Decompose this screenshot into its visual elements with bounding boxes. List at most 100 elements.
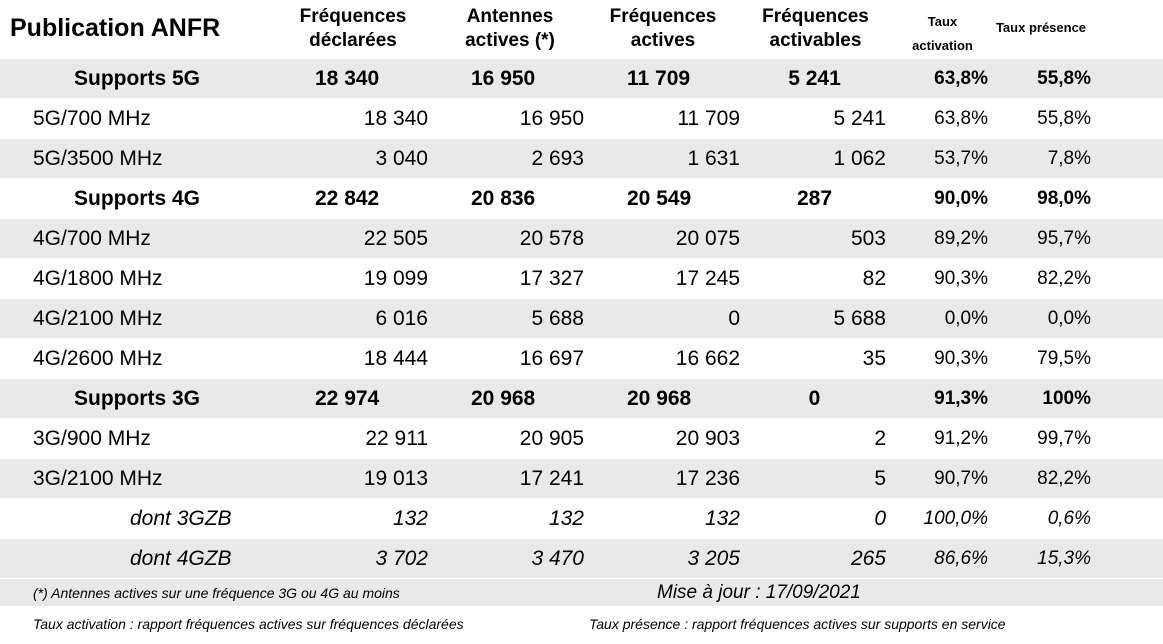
cell-antennes-actives: 2 693 xyxy=(531,147,584,170)
cell-taux-activation: 86,6% xyxy=(934,548,988,569)
cell-taux-activation: 90,3% xyxy=(934,268,988,289)
row-label: 3G/900 MHz xyxy=(33,427,151,450)
table-row: 3G/900 MHz 22 911 20 905 20 903 2 91,2% 99,7% xyxy=(0,418,1163,458)
definition-taux-activation: Taux activation : rapport fréquences act… xyxy=(33,616,464,632)
cell-frequences-activables: 0 xyxy=(874,507,886,530)
dont-row: dont 4GZB 3 702 3 470 3 205 265 86,6% 15,3% xyxy=(0,538,1163,578)
row-label: dont 3GZB xyxy=(130,507,232,530)
cell-taux-presence: 99,7% xyxy=(1037,428,1091,449)
table-row: 4G/700 MHz 22 505 20 578 20 075 503 89,2% 95,7… xyxy=(0,218,1163,258)
cell-frequences-declarees: 19 013 xyxy=(363,467,428,490)
cell-taux-presence: 100% xyxy=(1042,388,1091,409)
cell-antennes-actives: 20 905 xyxy=(519,427,584,450)
cell-frequences-actives: 1 631 xyxy=(687,147,740,170)
row-label: Supports 3G xyxy=(73,387,200,410)
cell-taux-activation: 91,3% xyxy=(934,388,988,409)
page-title: Publication ANFR xyxy=(10,14,221,42)
cell-antennes-actives: 16 950 xyxy=(471,67,536,90)
cell-taux-activation: 100,0% xyxy=(923,508,988,529)
row-label: Supports 4G xyxy=(73,187,200,210)
cell-taux-presence: 98,0% xyxy=(1037,188,1091,209)
cell-antennes-actives: 20 836 xyxy=(471,187,536,210)
header-frequences-actives: Fréquences actives xyxy=(593,5,733,53)
cell-frequences-declarees: 3 702 xyxy=(375,547,428,570)
cell-taux-presence: 82,2% xyxy=(1037,268,1091,289)
cell-taux-presence: 15,3% xyxy=(1037,548,1091,569)
row-label: dont 4GZB xyxy=(130,547,232,570)
support-row: Supports 4G 22 842 20 836 20 549 287 90,0% 98,… xyxy=(0,178,1163,218)
header-line: actives xyxy=(630,30,696,51)
header-line: déclarées xyxy=(309,30,397,51)
cell-antennes-actives: 16 697 xyxy=(519,347,584,370)
cell-frequences-declarees: 18 340 xyxy=(363,107,428,130)
cell-frequences-declarees: 22 974 xyxy=(315,387,380,410)
header-line: Fréquences xyxy=(609,6,717,27)
cell-antennes-actives: 132 xyxy=(548,507,584,530)
header-line: activation xyxy=(912,38,973,53)
cell-taux-activation: 90,0% xyxy=(934,188,988,209)
footer-notes: (*) Antennes actives sur une fréquence 3… xyxy=(0,578,1163,606)
cell-frequences-declarees: 19 099 xyxy=(363,267,428,290)
dont-row: dont 3GZB 132 132 132 0 100,0% 0,6% xyxy=(0,498,1163,538)
table-row: 4G/2100 MHz 6 016 5 688 0 5 688 0,0% 0,0% xyxy=(0,298,1163,338)
cell-taux-presence: 55,8% xyxy=(1037,108,1091,129)
cell-frequences-activables: 5 241 xyxy=(788,67,841,90)
cell-frequences-actives: 17 236 xyxy=(675,467,740,490)
cell-frequences-actives: 11 709 xyxy=(627,67,691,90)
row-label: 5G/700 MHz xyxy=(33,107,151,130)
cell-frequences-declarees: 22 505 xyxy=(363,227,428,250)
cell-taux-presence: 79,5% xyxy=(1037,348,1091,369)
header-line: Fréquences xyxy=(762,6,869,27)
header-frequences-activables: Fréquences activables xyxy=(743,5,888,53)
footer-definitions: Taux activation : rapport fréquences act… xyxy=(0,606,1163,644)
cell-frequences-activables: 35 xyxy=(862,347,886,370)
header-line: Antennes xyxy=(466,6,554,27)
update-date: Mise à jour : 17/09/2021 xyxy=(657,582,861,603)
cell-frequences-activables: 5 241 xyxy=(833,107,886,130)
table-row: 4G/2600 MHz 18 444 16 697 16 662 35 90,3% 79,5… xyxy=(0,338,1163,378)
cell-antennes-actives: 5 688 xyxy=(531,307,584,330)
cell-frequences-actives: 20 903 xyxy=(675,427,740,450)
header-line: actives (*) xyxy=(465,30,555,51)
table-row: 4G/1800 MHz 19 099 17 327 17 245 82 90,3% 82,2… xyxy=(0,258,1163,298)
cell-frequences-actives: 20 549 xyxy=(627,187,692,210)
cell-taux-activation: 90,7% xyxy=(934,468,988,489)
cell-frequences-declarees: 18 444 xyxy=(363,347,428,370)
header-taux-activation: Taux activation xyxy=(895,10,990,58)
row-label: 3G/2100 MHz xyxy=(33,467,163,490)
cell-antennes-actives: 20 578 xyxy=(519,227,584,250)
cell-antennes-actives: 20 968 xyxy=(471,387,536,410)
cell-taux-presence: 0,0% xyxy=(1047,308,1091,329)
footnote-antennes: (*) Antennes actives sur une fréquence 3… xyxy=(33,585,400,601)
cell-frequences-activables: 1 062 xyxy=(833,147,886,170)
cell-frequences-activables: 265 xyxy=(850,547,886,570)
row-label: Supports 5G xyxy=(73,67,200,90)
header-line: Fréquences xyxy=(299,6,407,27)
cell-frequences-actives: 3 205 xyxy=(687,547,740,570)
cell-antennes-actives: 17 241 xyxy=(519,467,584,490)
header-line: activables xyxy=(769,30,862,51)
cell-taux-activation: 90,3% xyxy=(934,348,988,369)
cell-frequences-actives: 11 709 xyxy=(677,107,740,130)
cell-frequences-actives: 132 xyxy=(704,507,740,530)
header-taux-presence: Taux présence xyxy=(995,20,1087,35)
row-label: 4G/700 MHz xyxy=(33,227,151,250)
table-row: 3G/2100 MHz 19 013 17 241 17 236 5 90,7% 82,2% xyxy=(0,458,1163,498)
cell-taux-activation: 53,7% xyxy=(934,148,988,169)
cell-antennes-actives: 17 327 xyxy=(519,267,584,290)
cell-frequences-activables: 503 xyxy=(850,227,886,250)
cell-frequences-actives: 16 662 xyxy=(675,347,740,370)
cell-frequences-activables: 2 xyxy=(874,427,886,450)
cell-taux-activation: 63,8% xyxy=(934,68,988,89)
cell-frequences-actives: 0 xyxy=(728,307,740,330)
cell-frequences-actives: 17 245 xyxy=(675,267,740,290)
definition-taux-presence: Taux présence : rapport fréquences activ… xyxy=(589,616,1006,632)
cell-taux-presence: 82,2% xyxy=(1037,468,1091,489)
cell-taux-activation: 63,8% xyxy=(934,108,988,129)
cell-taux-presence: 95,7% xyxy=(1037,228,1091,249)
cell-frequences-declarees: 22 842 xyxy=(315,187,380,210)
cell-frequences-actives: 20 968 xyxy=(627,387,692,410)
cell-frequences-declarees: 132 xyxy=(392,507,428,530)
row-label: 4G/1800 MHz xyxy=(33,267,163,290)
